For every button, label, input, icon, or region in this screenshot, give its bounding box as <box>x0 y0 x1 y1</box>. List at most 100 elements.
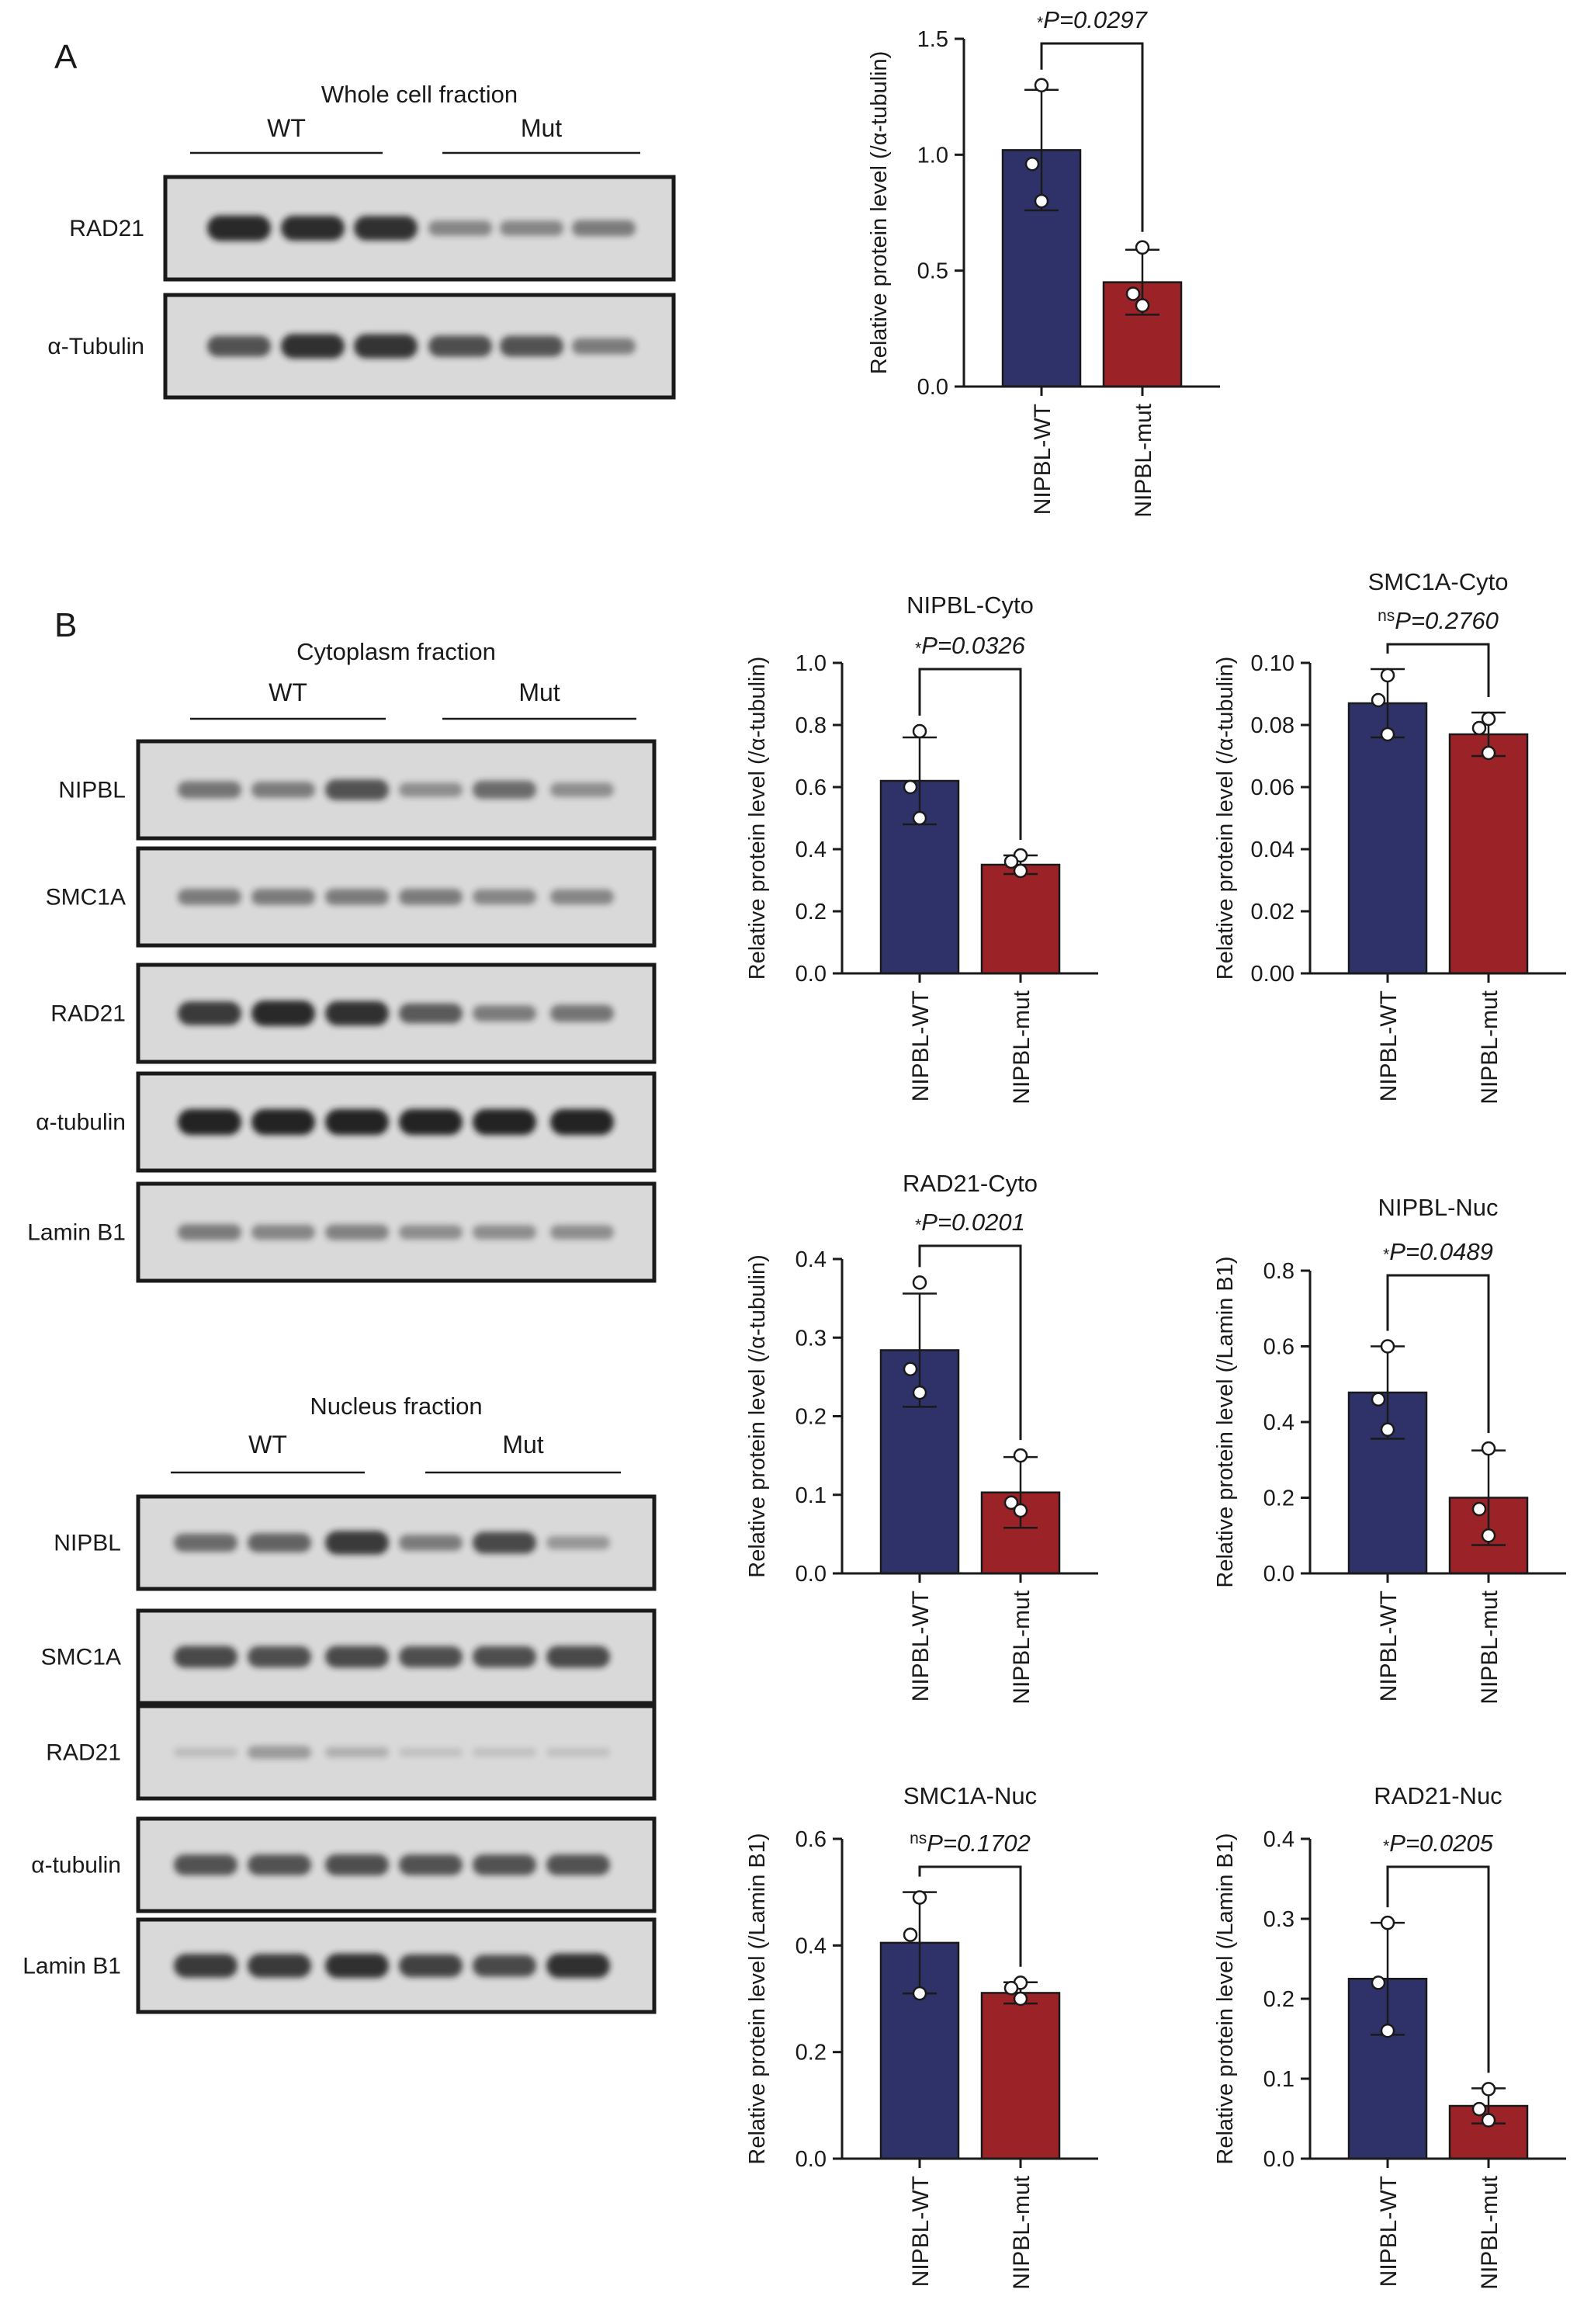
y-tick-label: 0.1 <box>1263 2067 1295 2092</box>
group-label-mut: Mut <box>502 1431 543 1459</box>
x-category-label: NIPBL-WT <box>1030 404 1055 515</box>
blot-row-label: SMC1A <box>41 1645 121 1670</box>
blot-band <box>178 1224 241 1240</box>
blot-band <box>572 220 636 237</box>
panel-label-b: B <box>54 606 77 644</box>
data-point <box>903 779 918 795</box>
data-point <box>1013 1503 1028 1518</box>
y-tick-label: 0.0 <box>795 962 827 987</box>
data-point <box>1034 193 1049 209</box>
significance-marker: ns <box>1378 607 1395 625</box>
blot-band <box>546 1646 610 1668</box>
x-category-label: NIPBL-mut <box>1477 2175 1502 2289</box>
bar-nipbl-mut <box>980 1992 1061 2160</box>
blot-band <box>399 1646 463 1668</box>
significance-marker: * <box>1037 14 1043 32</box>
blot-band <box>550 782 614 797</box>
p-value-label: *P=0.0205 <box>1383 1830 1494 1857</box>
bar-chart-5: NIPBL-Nuc 0.0 0.2 0.4 0.6 0.8 NIPBL-WT NIPBL-mu… <box>1213 1194 1566 1705</box>
western-blots: Whole cell fraction WT Mut RAD21 α-Tubulin Cy… <box>23 81 676 2014</box>
y-tick-label: 0.2 <box>795 1405 827 1430</box>
blot-band <box>399 1747 463 1757</box>
blot-title: Nucleus fraction <box>310 1393 482 1420</box>
blot-title: Cytoplasm fraction <box>296 638 496 665</box>
blot-band <box>325 1531 389 1555</box>
blot-band <box>546 1854 610 1875</box>
y-tick-label: 0.4 <box>795 1934 827 1958</box>
blot-row: Lamin B1 <box>27 1181 657 1283</box>
blot-row: α-tubulin <box>36 1071 657 1173</box>
blot-band <box>399 1225 463 1240</box>
blot-row-label: RAD21 <box>50 1001 126 1027</box>
blot-band <box>207 215 271 241</box>
blot-band <box>473 889 536 905</box>
data-point <box>1013 863 1028 879</box>
blot-band <box>248 1854 311 1875</box>
significance-marker: * <box>915 1216 921 1234</box>
data-point <box>1125 286 1141 301</box>
blot-band <box>546 1747 610 1757</box>
blot-band <box>399 1854 463 1875</box>
chart-title: RAD21-Nuc <box>1374 1782 1502 1809</box>
y-tick-label: 0.0 <box>917 375 948 400</box>
blot-band <box>248 1533 311 1552</box>
data-point <box>1380 1915 1395 1930</box>
significance-bracket <box>1386 1274 1490 1434</box>
blot-band <box>572 338 636 355</box>
blot-band <box>325 889 389 905</box>
y-tick-label: 0.06 <box>1251 775 1295 800</box>
blot-band <box>281 215 345 241</box>
blot-band <box>178 781 241 799</box>
blot-row-label: α-tubulin <box>36 1110 126 1136</box>
blot-row: SMC1A <box>41 1608 657 1705</box>
blot-band <box>251 1108 315 1136</box>
bar-chart-2: NIPBL-Cyto 0.0 0.2 0.4 0.6 0.8 1.0 NIPBL-WT NIPB… <box>745 591 1098 1105</box>
blot-band <box>473 1005 536 1022</box>
significance-bracket <box>918 1865 1022 1967</box>
data-point <box>1471 1501 1487 1517</box>
blot-band <box>550 1108 614 1136</box>
blot-band <box>325 1646 389 1668</box>
blot-band <box>248 1954 311 1978</box>
blot-band <box>325 1108 389 1136</box>
blot-row-label: RAD21 <box>69 216 144 241</box>
y-tick-label: 0.2 <box>795 2041 827 2066</box>
panel-label-a: A <box>54 38 78 76</box>
data-point <box>1481 745 1496 761</box>
p-value-text: P=0.0297 <box>1043 6 1148 33</box>
data-point <box>1371 1392 1386 1407</box>
blot-row: RAD21 <box>46 1704 657 1801</box>
p-value-label: *P=0.0326 <box>915 632 1026 659</box>
blot-title: Whole cell fraction <box>321 81 518 108</box>
data-point <box>1481 1528 1496 1543</box>
y-tick-label: 0.2 <box>795 900 827 924</box>
y-tick-label: 0.2 <box>1263 1486 1295 1511</box>
group-label-wt: WT <box>248 1431 287 1459</box>
p-value-text: P=0.0489 <box>1389 1238 1493 1265</box>
data-point <box>1471 720 1487 736</box>
data-point <box>912 1986 927 2001</box>
group-label-wt: WT <box>269 678 307 706</box>
p-value-label: nsP=0.2760 <box>1378 607 1499 634</box>
significance-marker: ns <box>910 1830 927 1847</box>
y-tick-label: 0.4 <box>795 1247 827 1272</box>
data-point <box>1034 78 1049 92</box>
x-category-label: NIPBL-mut <box>1131 403 1156 517</box>
blot-band <box>354 216 418 241</box>
x-category-label: NIPBL-mut <box>1009 1590 1035 1704</box>
blot-band <box>174 1747 237 1757</box>
blot-band <box>550 1225 614 1240</box>
blot-band <box>399 1003 463 1024</box>
data-point <box>1380 1339 1395 1354</box>
blot-panel-3: Nucleus fraction WT Mut NIPBL SMC1A RAD21 α-tu… <box>23 1393 657 2014</box>
y-tick-label: 0.6 <box>1263 1335 1295 1360</box>
p-value-text: P=0.0205 <box>1389 1830 1493 1857</box>
blot-band <box>473 780 536 800</box>
blot-band <box>428 220 492 236</box>
chart-title: SMC1A-Cyto <box>1368 568 1509 595</box>
y-tick-label: 0.04 <box>1251 838 1295 862</box>
data-point <box>1371 692 1386 708</box>
blot-band <box>178 1108 241 1136</box>
bar-chart-7: RAD21-Nuc 0.0 0.1 0.2 0.3 0.4 NIPBL-WT NIPBL-mu… <box>1213 1782 1566 2290</box>
blot-row-label: NIPBL <box>54 1531 121 1556</box>
